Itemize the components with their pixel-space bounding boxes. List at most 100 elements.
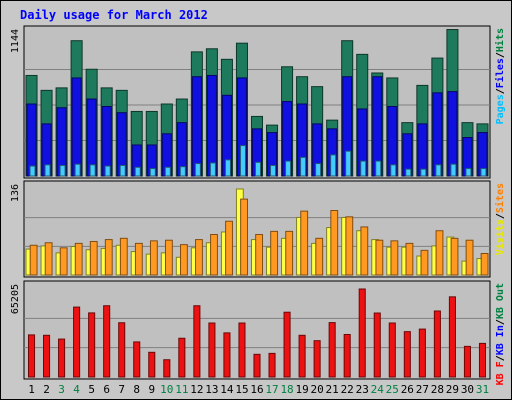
bar-sites-day-31 [480,253,489,276]
bar-kbf-day-29 [448,296,456,378]
x-tick-label: 25 [386,383,399,396]
y-max-label: 65205 [10,284,21,314]
bar-kbf-day-15 [238,322,246,378]
bar-sites-day-11 [180,244,188,276]
x-tick-label: 17 [265,383,278,396]
bar-sites-day-25 [390,240,399,276]
bar-pages-day-24 [375,160,382,177]
legend-entry: / [495,88,506,94]
bar-sites-day-24 [375,239,384,276]
bar-sites-day-5 [89,240,98,276]
bar-kbf-day-24 [373,312,381,378]
legend-entry: Hits [494,28,506,52]
bar-pages-day-18 [285,160,292,177]
bar-pages-day-7 [119,164,126,177]
bar-pages-day-3 [59,164,66,177]
bar-pages-day-31 [480,168,487,177]
legend-kbytes: KB F/KB In/KB Out [495,283,506,385]
legend-entry: / [495,319,506,325]
x-tick-label: 14 [220,383,234,396]
legend-entry: / [495,52,506,58]
bar-files-day-13 [206,74,217,177]
bar-sites-day-22 [345,216,354,276]
bar-kbf-day-8 [133,341,141,378]
bar-pages-day-30 [465,168,472,177]
bar-sites-day-27 [420,249,429,276]
bar-kbf-day-5 [88,312,96,378]
bar-kbf-day-1 [27,334,36,378]
bar-files-day-28 [432,92,443,177]
y-max-label: 136 [10,184,21,202]
x-tick-label: 20 [311,383,324,396]
legend-entry: KB Out [495,283,506,319]
x-tick-label: 12 [190,383,203,396]
legend-entry: KB F [495,361,506,385]
x-tick-label: 19 [295,383,308,396]
bar-sites-day-20 [315,237,324,276]
legend-entry: / [495,213,506,219]
x-tick-label: 1 [28,383,35,396]
bar-sites-day-12 [195,239,203,276]
x-tick-label: 10 [160,383,173,396]
bar-sites-day-18 [285,230,294,276]
x-tick-label: 16 [250,383,263,396]
bar-kbf-day-27 [418,328,426,378]
bar-kbf-day-13 [208,322,216,378]
bar-kbf-day-17 [268,352,276,378]
bar-sites-day-3 [59,247,68,276]
bar-pages-day-23 [360,160,367,177]
bar-kbf-day-12 [193,305,201,378]
chart-panels: 1144Pages/Files/Hits136Visits/Sites65205… [10,25,506,385]
bar-sites-day-7 [119,237,128,276]
bar-kbf-day-21 [328,322,336,378]
bar-kbf-day-14 [223,332,231,378]
legend-entry: KB In [495,325,506,355]
x-tick-label: 27 [416,383,429,396]
bar-pages-day-19 [300,156,307,177]
bar-kbf-day-31 [478,342,487,378]
bar-files-day-4 [71,77,82,177]
bar-sites-day-10 [164,239,173,276]
bar-pages-day-22 [345,150,352,177]
legend-entry: Files [494,58,506,88]
x-tick-label: 15 [235,383,248,396]
x-tick-label: 5 [88,383,95,396]
x-tick-label: 30 [461,383,474,396]
bar-pages-day-25 [390,164,397,177]
chart-title: Daily usage for March 2012 [20,8,208,22]
bar-kbf-day-19 [298,334,306,378]
bar-pages-day-2 [44,164,51,177]
x-tick-label: 31 [476,383,489,396]
x-tick-label: 29 [446,383,459,396]
bar-sites-day-30 [465,239,474,276]
bar-sites-day-26 [405,242,414,276]
x-tick-label: 18 [280,383,293,396]
bar-pages-day-15 [239,145,246,177]
x-tick-label: 11 [175,383,188,396]
bar-sites-day-1 [29,244,38,276]
x-tick-label: 8 [133,383,140,396]
bar-sites-day-14 [225,220,233,276]
x-tick-label: 3 [58,383,65,396]
bar-pages-day-9 [149,168,156,177]
bar-kbf-day-6 [103,305,111,378]
x-tick-label: 22 [341,383,354,396]
bar-pages-day-4 [74,163,81,177]
bar-kbf-day-23 [358,288,366,378]
bar-pages-day-6 [104,165,111,177]
bar-sites-day-8 [134,242,143,276]
bar-pages-day-10 [164,166,171,177]
bar-kbf-day-4 [73,306,81,378]
legend-entry: Sites [494,183,506,213]
bar-sites-day-28 [435,230,444,276]
bar-pages-day-14 [224,159,231,177]
bar-kbf-day-10 [163,359,171,378]
bar-kbf-day-20 [313,340,321,378]
bar-pages-day-20 [315,163,322,177]
bar-kbf-day-2 [43,334,51,378]
x-tick-label: 26 [401,383,414,396]
